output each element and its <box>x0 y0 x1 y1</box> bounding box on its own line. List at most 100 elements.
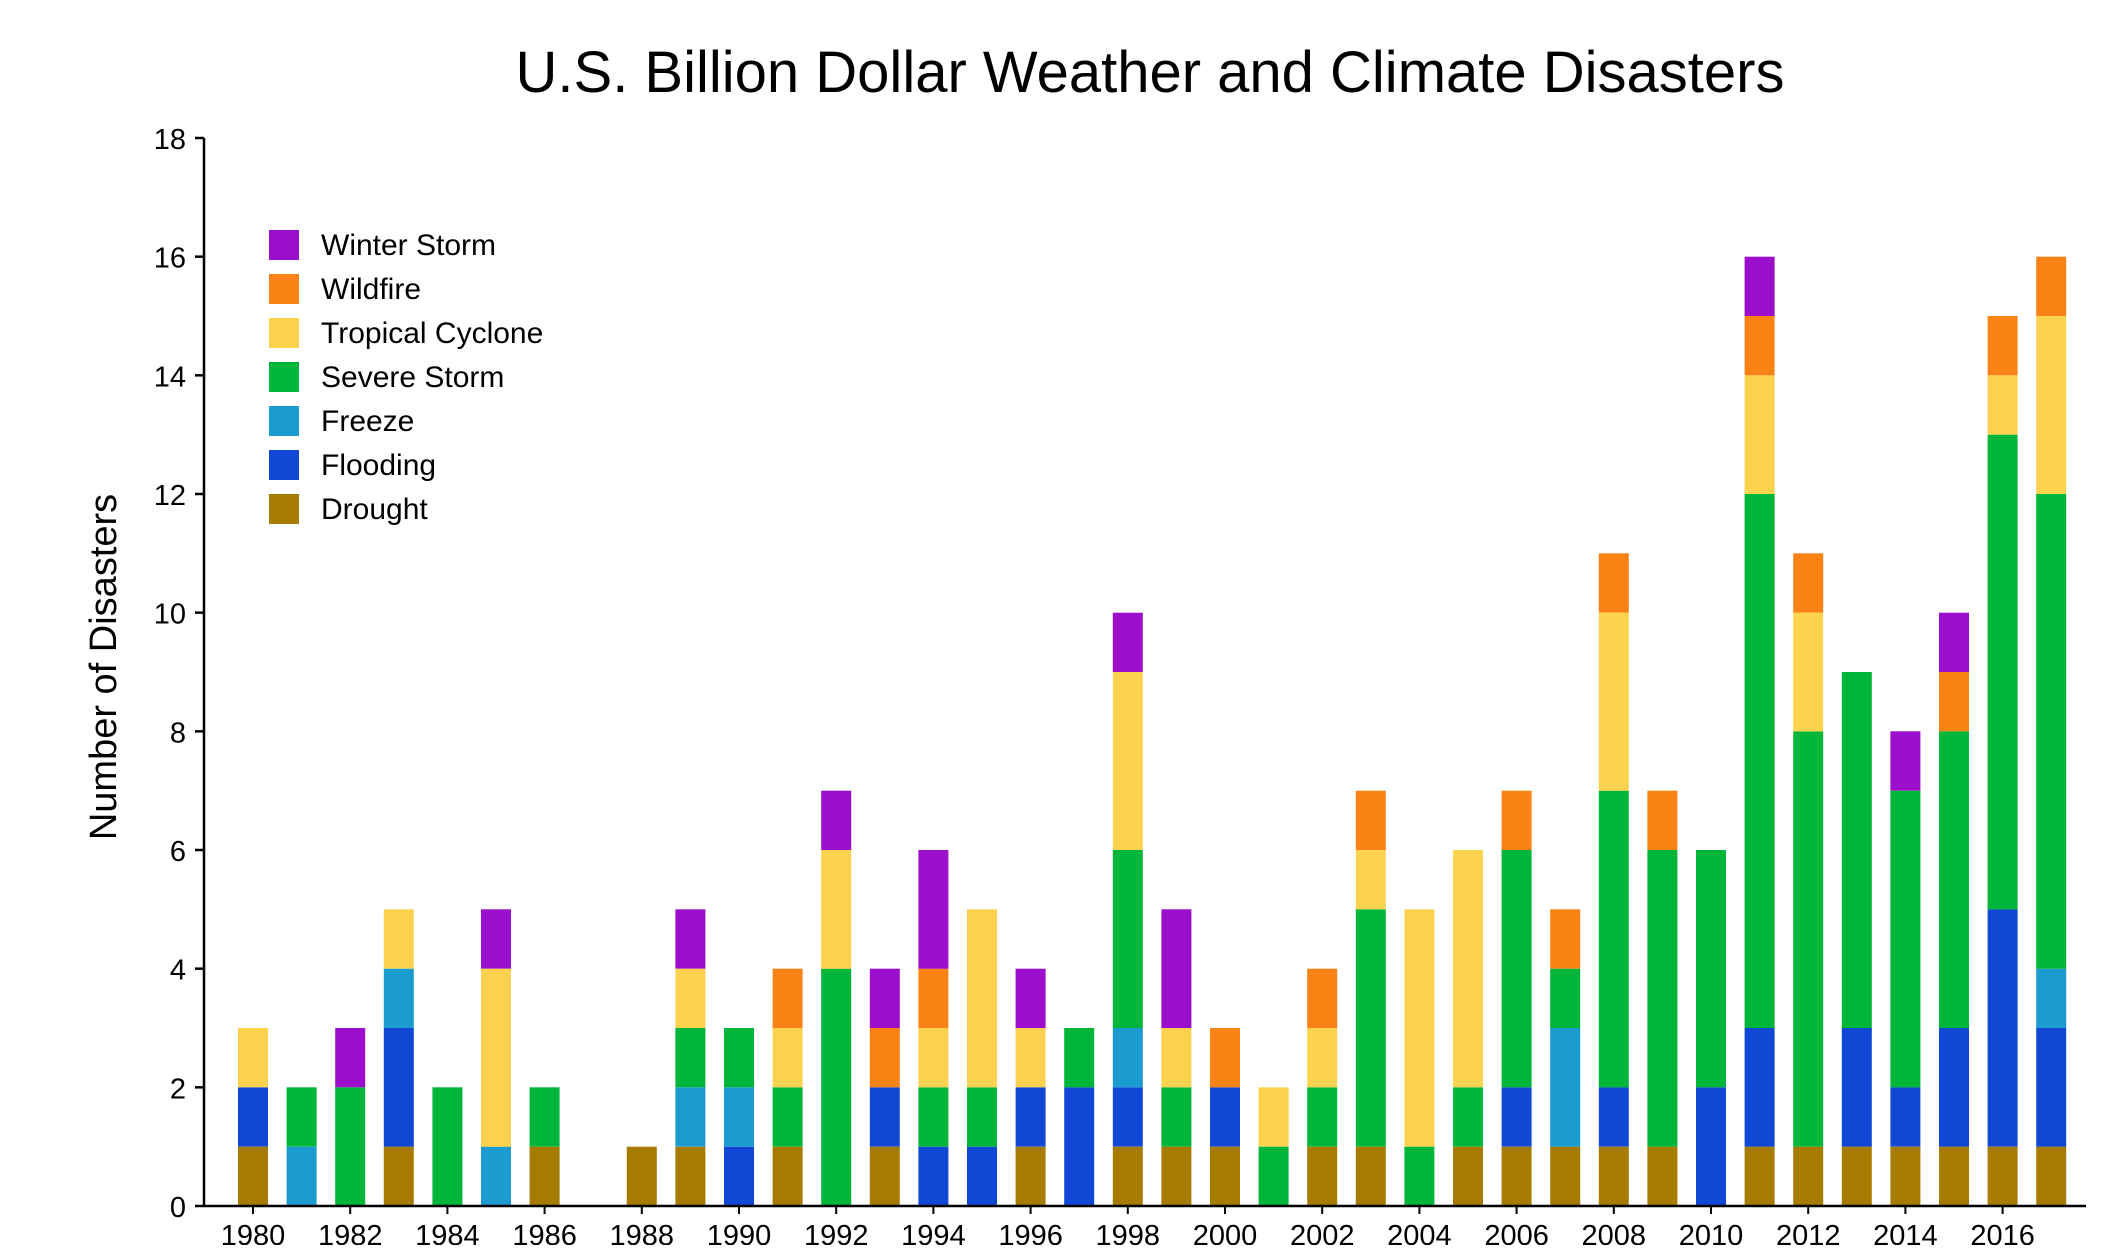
bar-winter-storm-1994 <box>918 850 949 969</box>
bar-wildfire-1991 <box>772 968 803 1028</box>
bar-flooding-1990 <box>724 1146 754 1206</box>
bar-tropical-cyclone-1996 <box>1015 1028 1046 1088</box>
bar-flooding-1994 <box>918 1146 949 1206</box>
bar-flooding-2000 <box>1210 1087 1240 1147</box>
y-tick-label-16: 16 <box>154 243 186 275</box>
bar-flooding-2008 <box>1598 1087 1629 1147</box>
bar-severe-storm-1982 <box>335 1087 366 1206</box>
bar-tropical-cyclone-1991 <box>772 1028 803 1088</box>
bar-freeze-1981 <box>286 1146 317 1206</box>
legend-label-severe-storm: Severe Storm <box>321 361 504 394</box>
legend-swatch-tropical-cyclone <box>269 318 299 348</box>
bar-drought-2006 <box>1501 1146 1532 1206</box>
x-tick-label-2006: 2006 <box>1484 1220 1549 1245</box>
legend-swatch-drought <box>269 494 299 524</box>
bar-drought-2015 <box>1939 1146 1969 1206</box>
bar-tropical-cyclone-1999 <box>1161 1028 1192 1088</box>
bar-winter-storm-2014 <box>1890 731 1921 791</box>
bar-wildfire-2007 <box>1550 909 1581 969</box>
x-tick-label-2002: 2002 <box>1290 1220 1355 1245</box>
bar-flooding-1983 <box>383 1028 414 1147</box>
bar-drought-2016 <box>1987 1146 2018 1206</box>
bar-flooding-2006 <box>1501 1087 1532 1147</box>
bar-severe-storm-2002 <box>1307 1087 1338 1147</box>
bar-severe-storm-2012 <box>1793 731 1824 1147</box>
bar-flooding-1993 <box>869 1087 900 1147</box>
y-tick-label-10: 10 <box>154 599 186 631</box>
bar-drought-1991 <box>772 1146 803 1206</box>
bar-tropical-cyclone-2005 <box>1453 850 1483 1088</box>
bar-drought-2013 <box>1841 1146 1872 1206</box>
bar-drought-2008 <box>1598 1146 1629 1206</box>
bar-winter-storm-1999 <box>1161 909 1192 1028</box>
bar-severe-storm-1994 <box>918 1087 949 1147</box>
bar-wildfire-2006 <box>1501 790 1532 850</box>
legend-label-freeze: Freeze <box>321 405 414 438</box>
bar-drought-2017 <box>2036 1146 2067 1206</box>
bar-tropical-cyclone-2008 <box>1598 612 1629 791</box>
bar-flooding-1997 <box>1064 1087 1095 1206</box>
bar-severe-storm-2004 <box>1404 1146 1435 1206</box>
bar-tropical-cyclone-1983 <box>383 909 414 969</box>
x-tick-label-2008: 2008 <box>1582 1220 1647 1245</box>
bar-severe-storm-2016 <box>1987 434 2018 910</box>
y-tick-label-6: 6 <box>170 836 186 868</box>
bar-tropical-cyclone-1985 <box>481 968 511 1147</box>
bar-severe-storm-2013 <box>1841 672 1872 1028</box>
bar-wildfire-2012 <box>1793 553 1824 613</box>
bar-wildfire-2017 <box>2036 256 2067 316</box>
bar-severe-storm-1986 <box>529 1087 560 1147</box>
bar-flooding-2016 <box>1987 909 2018 1147</box>
bar-winter-storm-1985 <box>481 909 511 969</box>
x-tick-label-2010: 2010 <box>1679 1220 1744 1245</box>
bar-winter-storm-1992 <box>821 790 852 850</box>
bar-tropical-cyclone-2004 <box>1404 909 1435 1147</box>
legend-swatch-freeze <box>269 406 299 436</box>
bar-severe-storm-2010 <box>1696 850 1726 1088</box>
bar-flooding-2017 <box>2036 1028 2067 1147</box>
legend-swatch-wildfire <box>269 274 299 304</box>
bar-severe-storm-1995 <box>967 1087 997 1147</box>
bar-drought-1986 <box>529 1146 560 1206</box>
bar-freeze-2007 <box>1550 1028 1581 1147</box>
bar-drought-1998 <box>1112 1146 1143 1206</box>
bar-severe-storm-2008 <box>1598 790 1629 1088</box>
bar-winter-storm-1982 <box>335 1028 366 1088</box>
bar-freeze-1998 <box>1112 1028 1143 1088</box>
bar-flooding-1996 <box>1015 1087 1046 1147</box>
bar-drought-1989 <box>675 1146 706 1206</box>
bar-winter-storm-1989 <box>675 909 706 969</box>
legend-label-drought: Drought <box>321 493 428 526</box>
bar-severe-storm-1981 <box>286 1087 317 1147</box>
y-tick-label-12: 12 <box>154 480 186 512</box>
bar-tropical-cyclone-2017 <box>2036 316 2067 494</box>
bar-drought-2005 <box>1453 1146 1483 1206</box>
bar-drought-1983 <box>383 1146 414 1206</box>
bar-tropical-cyclone-2002 <box>1307 1028 1338 1088</box>
bar-severe-storm-2009 <box>1647 850 1678 1147</box>
x-tick-label-2012: 2012 <box>1776 1220 1841 1245</box>
x-tick-label-1990: 1990 <box>707 1220 772 1245</box>
bar-severe-storm-1984 <box>432 1087 463 1206</box>
bar-wildfire-1994 <box>918 968 949 1028</box>
bar-wildfire-2002 <box>1307 968 1338 1028</box>
bar-winter-storm-1993 <box>869 968 900 1028</box>
legend-label-winter-storm: Winter Storm <box>321 229 496 262</box>
bar-drought-2007 <box>1550 1146 1581 1206</box>
bar-drought-2012 <box>1793 1146 1824 1206</box>
bar-wildfire-2003 <box>1355 790 1386 850</box>
bar-severe-storm-2014 <box>1890 790 1921 1088</box>
bar-drought-1980 <box>238 1146 268 1206</box>
bar-drought-2009 <box>1647 1146 1678 1206</box>
x-tick-label-1982: 1982 <box>318 1220 383 1245</box>
x-tick-label-1996: 1996 <box>998 1220 1063 1245</box>
bar-severe-storm-1989 <box>675 1028 706 1088</box>
bar-tropical-cyclone-2001 <box>1258 1087 1289 1147</box>
legend-label-wildfire: Wildfire <box>321 273 421 306</box>
y-tick-label-8: 8 <box>170 717 186 749</box>
bar-freeze-2017 <box>2036 968 2067 1028</box>
x-tick-label-1994: 1994 <box>901 1220 966 1245</box>
bar-tropical-cyclone-1980 <box>238 1028 268 1088</box>
legend-swatch-flooding <box>269 450 299 480</box>
